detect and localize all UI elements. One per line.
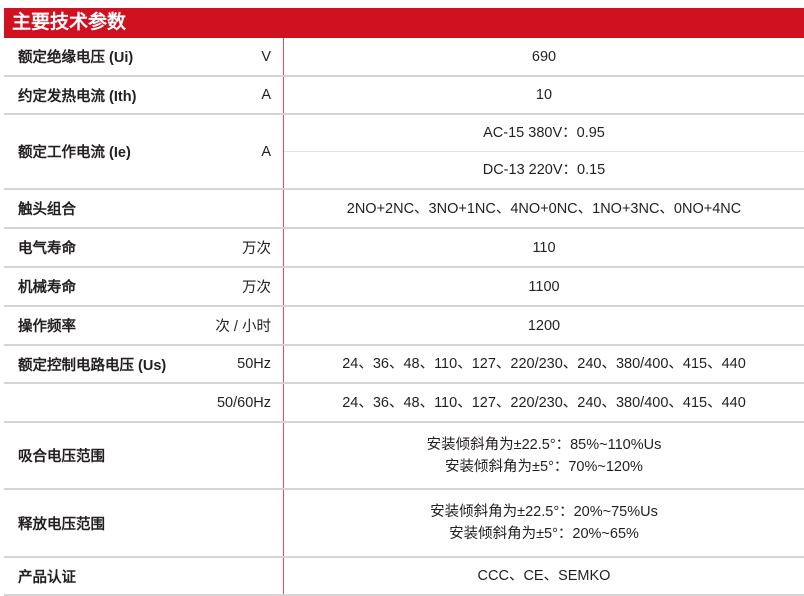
param-label: 操作频率 [4, 306, 198, 345]
param-unit: 50Hz [198, 345, 284, 383]
param-value: 安装倾斜角为±22.5°：20%~75%Us [284, 501, 804, 523]
param-value: 24、36、48、110、127、220/230、240、380/400、415… [284, 392, 804, 414]
param-values: 1200 [284, 306, 804, 345]
param-value: 1200 [284, 315, 804, 337]
param-label: 释放电压范围 [4, 489, 198, 557]
param-unit: 万次 [198, 267, 284, 306]
param-value: 安装倾斜角为±5°：20%~65% [284, 523, 804, 545]
param-label: 电气寿命 [4, 228, 198, 267]
param-unit: A [198, 76, 284, 114]
param-values: 10 [284, 76, 804, 114]
param-value: 110 [284, 237, 804, 259]
param-label: 额定绝缘电压 (Ui) [4, 38, 198, 76]
param-values: 24、36、48、110、127、220/230、240、380/400、415… [284, 345, 804, 383]
param-value: 690 [284, 46, 804, 68]
param-value: 10 [284, 84, 804, 106]
table-row: 触头组合 2NO+2NC、3NO+1NC、4NO+0NC、1NO+3NC、0NO+… [4, 189, 804, 228]
param-label: 吸合电压范围 [4, 422, 198, 489]
param-values: 24、36、48、110、127、220/230、240、380/400、415… [284, 383, 804, 422]
param-value: DC-13 220V：0.15 [284, 152, 804, 190]
param-unit: 50/60Hz [198, 383, 284, 422]
param-values: 690 [284, 38, 804, 76]
param-value: 1100 [284, 276, 804, 298]
param-label: 产品认证 [4, 557, 198, 595]
param-unit [198, 557, 284, 595]
param-value: 安装倾斜角为±22.5°：85%~110%Us [284, 434, 804, 456]
param-label: 机械寿命 [4, 267, 198, 306]
param-value: 24、36、48、110、127、220/230、240、380/400、415… [284, 353, 804, 375]
param-label: 额定工作电流 (Ie) [4, 114, 198, 189]
table-row: 产品认证 CCC、CE、SEMKO [4, 557, 804, 595]
param-unit: 万次 [198, 228, 284, 267]
param-values: 2NO+2NC、3NO+1NC、4NO+0NC、1NO+3NC、0NO+4NC [284, 189, 804, 228]
param-label [4, 383, 198, 422]
param-label: 触头组合 [4, 189, 198, 228]
param-unit [198, 189, 284, 228]
param-value: 2NO+2NC、3NO+1NC、4NO+0NC、1NO+3NC、0NO+4NC [284, 198, 804, 220]
param-values: 110 [284, 228, 804, 267]
param-unit [198, 489, 284, 557]
param-unit: A [198, 114, 284, 189]
param-values: 1100 [284, 267, 804, 306]
param-unit [198, 422, 284, 489]
param-value: 安装倾斜角为±5°：70%~120% [284, 456, 804, 478]
param-label: 额定控制电路电压 (Us) [4, 345, 198, 383]
param-unit: 次 / 小时 [198, 306, 284, 345]
param-values: CCC、CE、SEMKO [284, 557, 804, 595]
section-title: 主要技术参数 [4, 8, 804, 38]
param-value: AC-15 380V：0.95 [284, 114, 804, 152]
param-unit: V [198, 38, 284, 76]
param-label: 约定发热电流 (Ith) [4, 76, 198, 114]
